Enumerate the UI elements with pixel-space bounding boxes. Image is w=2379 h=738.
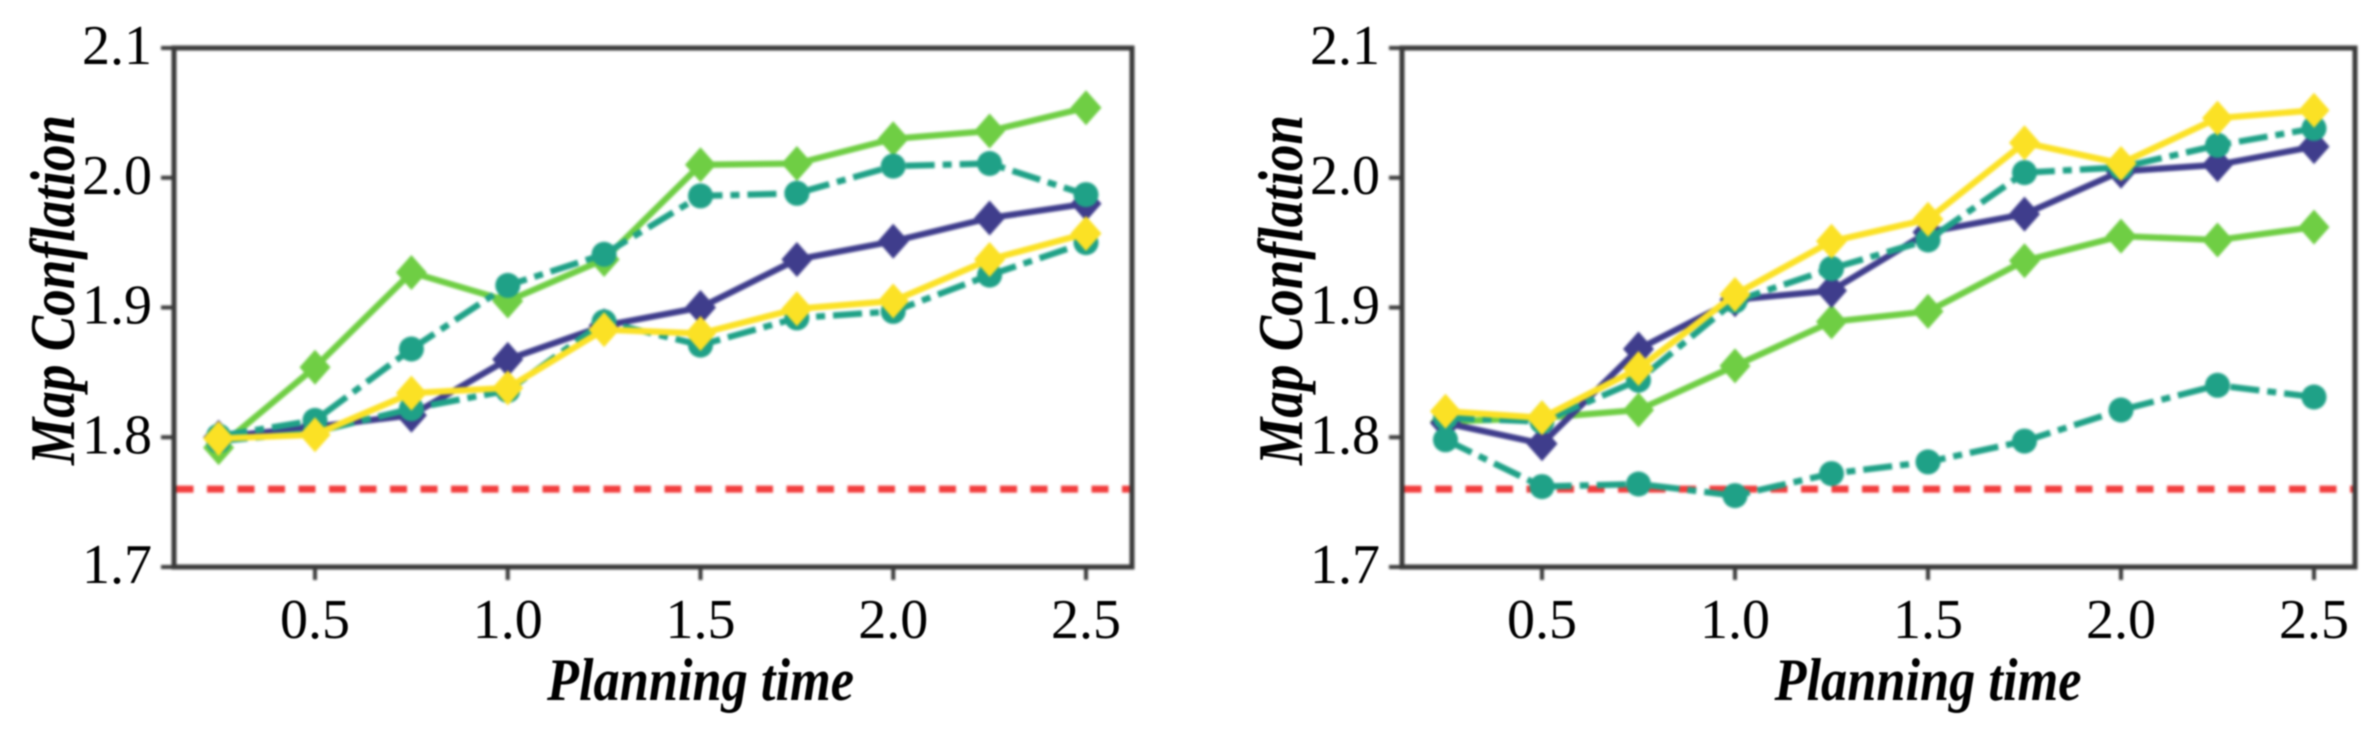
svg-text:2.0: 2.0 — [2086, 589, 2156, 651]
svg-text:2.0: 2.0 — [82, 145, 152, 207]
svg-text:1.9: 1.9 — [1310, 275, 1380, 337]
svg-text:2.5: 2.5 — [2279, 589, 2349, 651]
svg-text:Map Conflation: Map Conflation — [18, 115, 88, 466]
svg-text:2.1: 2.1 — [82, 15, 152, 77]
svg-text:2.5: 2.5 — [1051, 589, 1121, 651]
svg-text:1.0: 1.0 — [1700, 589, 1770, 651]
svg-text:1.5: 1.5 — [666, 589, 736, 651]
svg-text:1.7: 1.7 — [1310, 534, 1380, 596]
svg-text:Map Conflation: Map Conflation — [1246, 115, 1316, 466]
svg-text:1.8: 1.8 — [1310, 404, 1380, 466]
svg-text:1.9: 1.9 — [82, 275, 152, 337]
svg-text:1.8: 1.8 — [82, 404, 152, 466]
svg-text:0.5: 0.5 — [1507, 589, 1577, 651]
svg-text:2.0: 2.0 — [858, 589, 928, 651]
svg-text:2.1: 2.1 — [1310, 15, 1380, 77]
svg-text:1.0: 1.0 — [473, 589, 543, 651]
svg-text:1.7: 1.7 — [82, 534, 152, 596]
svg-text:0.5: 0.5 — [280, 589, 350, 651]
svg-text:Planning time: Planning time — [546, 647, 854, 713]
svg-text:Planning time: Planning time — [1774, 647, 2082, 713]
svg-text:1.5: 1.5 — [1893, 589, 1963, 651]
svg-text:2.0: 2.0 — [1310, 145, 1380, 207]
